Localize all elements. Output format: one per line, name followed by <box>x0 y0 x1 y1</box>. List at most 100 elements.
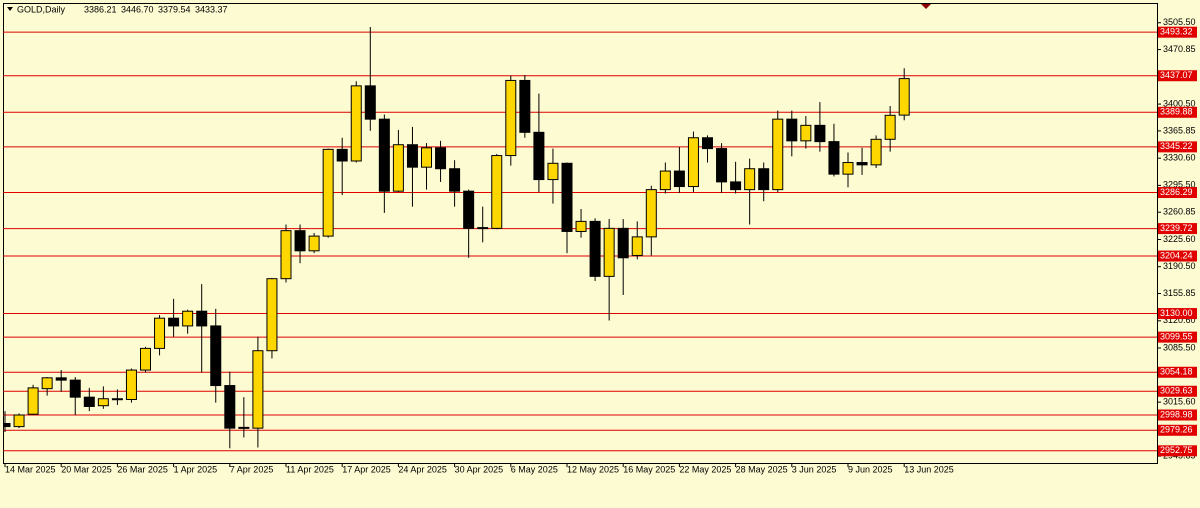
candle-body <box>575 220 587 232</box>
level-label-box <box>1158 409 1197 421</box>
ohlc-value: 3433.37 <box>195 4 228 14</box>
candle-body <box>13 414 25 428</box>
level-label-box <box>1158 187 1197 199</box>
level-label: 3389.88 <box>1160 107 1193 117</box>
candle-body <box>4 423 11 428</box>
candle-body <box>519 79 531 133</box>
candle-body <box>350 85 362 162</box>
y-tick-label: 3155.85 <box>1163 288 1196 298</box>
candle-body <box>196 310 208 327</box>
y-tick-label: 3120.60 <box>1163 315 1196 325</box>
candle-body <box>252 350 264 429</box>
candle-body <box>589 220 601 277</box>
level-label-box <box>1158 250 1197 262</box>
candles <box>4 27 910 449</box>
candle-body <box>210 325 222 387</box>
y-tick-label: 3330.60 <box>1163 153 1196 163</box>
candle-body <box>364 85 376 120</box>
candle-body <box>55 377 67 381</box>
y-tick-label: 3015.60 <box>1163 397 1196 407</box>
header-ohlc: 3386.21 3446.70 3379.54 3433.37 <box>84 4 228 14</box>
y-tick-label: 3470.85 <box>1163 44 1196 54</box>
level-label: 3286.29 <box>1160 187 1193 197</box>
x-tick-label: 13 Jun 2025 <box>904 464 954 474</box>
candle-body <box>786 118 798 142</box>
level-label: 3345.22 <box>1160 141 1193 151</box>
candle-body <box>308 235 320 252</box>
candle-body <box>659 170 671 191</box>
x-tick-label: 24 Apr 2025 <box>398 464 447 474</box>
level-label-box <box>1158 106 1197 118</box>
candle-body <box>224 385 236 429</box>
candle-body <box>491 155 503 229</box>
ohlc-value: 3446.70 <box>121 4 154 14</box>
level-label: 3239.72 <box>1160 223 1193 233</box>
candle-body <box>238 426 250 429</box>
level-label-box <box>1158 366 1197 378</box>
level-label-box <box>1158 445 1197 457</box>
candle-body <box>730 181 742 191</box>
x-tick-label: 11 Apr 2025 <box>286 464 334 474</box>
candle-body <box>898 78 910 116</box>
level-label: 3130.00 <box>1160 308 1193 318</box>
x-tick-label: 28 May 2025 <box>736 464 788 474</box>
x-tick-label: 22 May 2025 <box>679 464 731 474</box>
level-label: 2979.26 <box>1160 425 1193 435</box>
candle-body <box>69 379 81 398</box>
candle-body <box>477 227 489 230</box>
ohlc-value: 3386.21 <box>84 4 117 14</box>
candle-body <box>744 168 756 191</box>
level-label-box <box>1158 141 1197 153</box>
level-label-box <box>1158 424 1197 436</box>
x-tick-label: 12 May 2025 <box>567 464 619 474</box>
candle-body <box>378 118 390 192</box>
candle-body <box>533 131 545 181</box>
candle-body <box>140 347 151 371</box>
candle-body <box>870 138 882 166</box>
x-tick-label: 30 Apr 2025 <box>455 464 504 474</box>
y-tick-label: 3365.85 <box>1163 125 1196 135</box>
candle-body <box>758 168 770 191</box>
candle-body <box>182 310 194 327</box>
candle-body <box>842 162 854 175</box>
candle-body <box>83 396 95 407</box>
level-label: 2952.75 <box>1160 445 1193 455</box>
candle-body <box>702 137 713 150</box>
candle-body <box>505 79 517 157</box>
level-label-box <box>1158 331 1197 343</box>
candle-body <box>154 317 166 349</box>
plot-frame <box>3 3 1158 464</box>
menu-arrow <box>7 7 13 11</box>
candle-body <box>322 148 334 237</box>
x-tick-label: 26 Mar 2025 <box>117 464 168 474</box>
candle-body <box>266 278 278 352</box>
level-label-box <box>1158 385 1197 397</box>
candle-body <box>435 147 447 170</box>
level-label: 3099.55 <box>1160 331 1193 341</box>
x-tick-label: 14 Mar 2025 <box>5 464 56 474</box>
candle-body <box>111 398 123 401</box>
candle-body <box>294 230 306 252</box>
candle-body <box>406 144 418 168</box>
candle-body <box>463 190 475 229</box>
candle-body <box>27 387 39 415</box>
level-label: 3204.24 <box>1160 250 1193 260</box>
y-tick-label: 3400.50 <box>1163 98 1196 108</box>
y-tick-label: 3190.50 <box>1163 261 1196 271</box>
candle-body <box>603 227 615 277</box>
x-tick-label: 3 Jun 2025 <box>792 464 837 474</box>
level-label: 3054.18 <box>1160 367 1193 377</box>
candle-body <box>421 147 432 168</box>
candle-body <box>449 168 461 192</box>
candle-body <box>687 137 699 188</box>
candle-body <box>800 124 812 142</box>
candle-body <box>561 162 573 232</box>
y-tick-label: 3225.60 <box>1163 234 1196 244</box>
x-tick-label: 1 Apr 2025 <box>174 464 218 474</box>
candle-body <box>168 317 180 327</box>
level-label-box <box>1158 70 1197 82</box>
chart-title: GOLD,Daily <box>17 4 66 14</box>
candle-body <box>673 170 685 188</box>
